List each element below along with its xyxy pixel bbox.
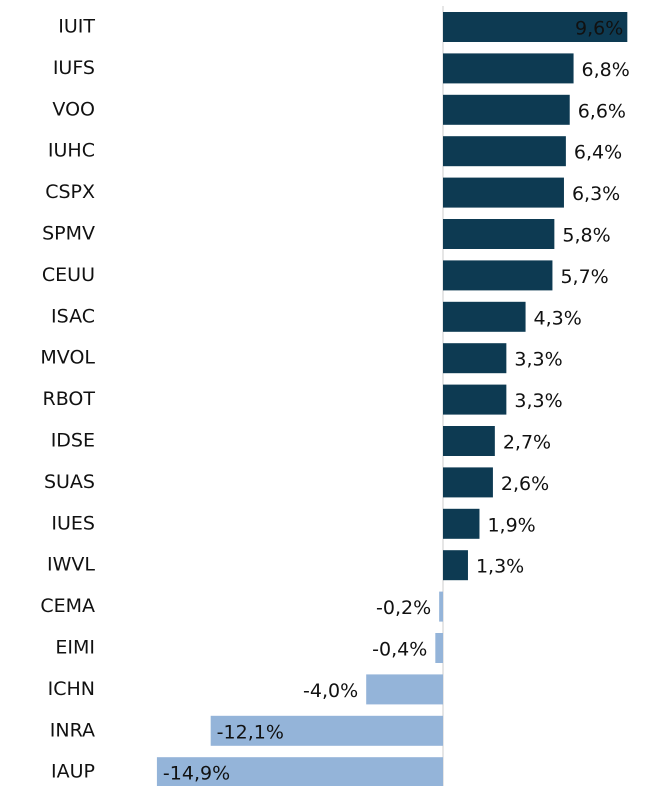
value-label: -14,9% (163, 763, 230, 785)
category-label: EIMI (55, 637, 95, 659)
bar (443, 508, 480, 539)
bar (443, 219, 555, 249)
bar (443, 384, 507, 415)
value-label: 6,6% (578, 100, 626, 122)
category-label: INRA (50, 719, 95, 741)
value-label: -0,2% (376, 597, 431, 619)
category-label: IUES (51, 512, 95, 534)
bar (156, 757, 444, 786)
bar (443, 12, 628, 42)
value-label: 6,8% (582, 59, 630, 81)
bar (366, 674, 443, 705)
category-label: IAUP (51, 761, 95, 783)
bar (443, 550, 468, 581)
bar (443, 53, 574, 84)
category-label: IWVL (47, 554, 95, 576)
value-label: 4,3% (534, 307, 582, 329)
value-label: 5,8% (562, 225, 610, 247)
category-label: MVOL (40, 347, 95, 369)
bar (443, 467, 493, 498)
value-label: -0,4% (372, 639, 427, 661)
category-label: ISAC (51, 305, 95, 327)
value-label: 6,4% (574, 142, 622, 164)
bar (435, 633, 443, 663)
bar (443, 260, 553, 291)
bar (439, 591, 443, 622)
value-label: 1,3% (476, 556, 524, 578)
bar (443, 177, 564, 208)
category-label: RBOT (43, 388, 96, 410)
category-label: CEUU (42, 264, 95, 286)
category-label: IUFS (53, 57, 95, 79)
bar (443, 94, 570, 125)
value-label: 9,6% (575, 18, 623, 40)
value-label: -12,1% (217, 721, 284, 743)
value-label: 1,9% (487, 514, 535, 536)
bar (443, 426, 495, 456)
category-label: SUAS (44, 471, 95, 493)
category-label: CSPX (45, 181, 95, 203)
value-label: 3,3% (514, 390, 562, 412)
value-label: 3,3% (514, 349, 562, 371)
category-label: IDSE (51, 430, 95, 452)
value-label: 2,7% (503, 432, 551, 454)
bar (210, 715, 443, 746)
value-label: 2,6% (501, 473, 549, 495)
bar (443, 301, 526, 332)
category-label: CEMA (40, 595, 95, 617)
category-label: IUHC (48, 140, 95, 162)
value-label: 5,7% (560, 266, 608, 288)
value-label: -4,0% (303, 680, 358, 702)
category-label: IUIT (58, 16, 95, 38)
category-label: VOO (52, 98, 95, 120)
category-label: ICHN (48, 678, 95, 700)
bar (443, 343, 507, 374)
bar (443, 136, 566, 167)
value-label: 6,3% (572, 183, 620, 205)
category-label: SPMV (42, 223, 95, 245)
